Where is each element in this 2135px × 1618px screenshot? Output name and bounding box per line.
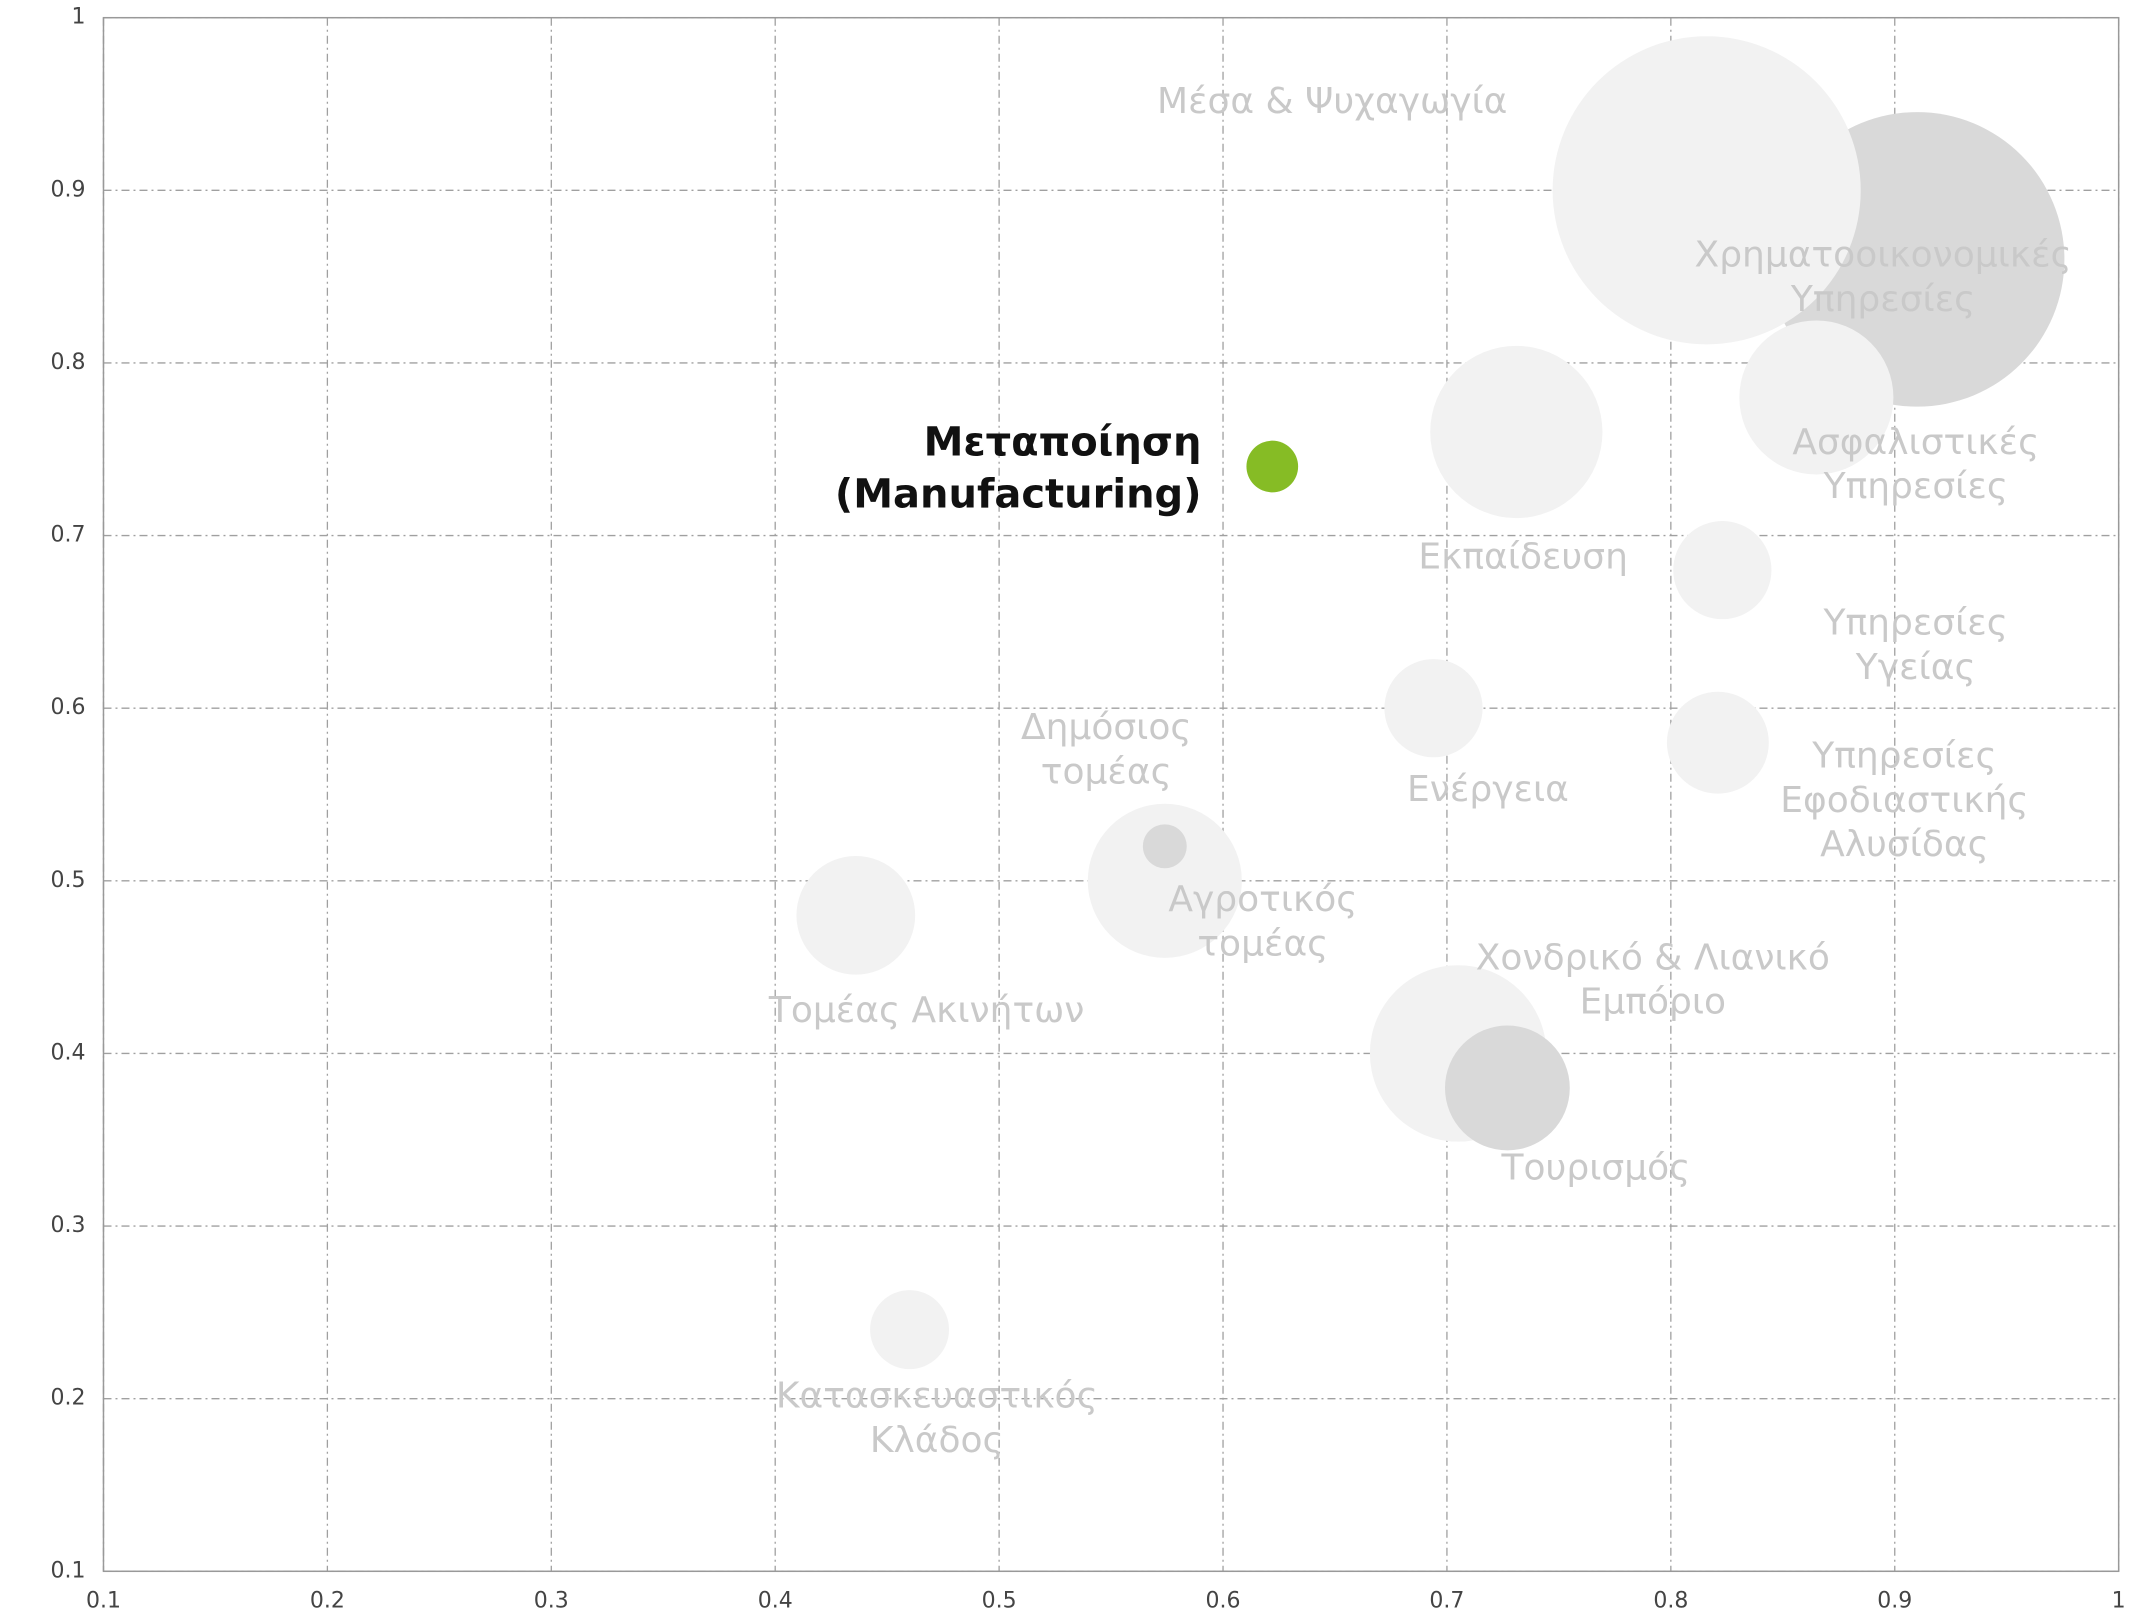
bubble: [1666, 691, 1769, 794]
bubble: [1246, 440, 1299, 493]
label-line: τομέας: [1197, 923, 1328, 964]
bubble-label: Χονδρικό & Λιανικό Εμπόριο: [1476, 937, 1830, 1022]
label-line: Υπηρεσίες: [1823, 466, 2008, 507]
bubble-label: Ενέργεια: [1407, 769, 1569, 810]
y-tick-label: 0.9: [50, 177, 85, 202]
y-tick-label: 0.1: [50, 1558, 85, 1583]
label-line: Μεταποίηση: [924, 420, 1202, 466]
x-tick-label: 0.2: [310, 1588, 345, 1613]
label-line: Υπηρεσίες: [1790, 279, 1975, 320]
plot-frame: [102, 16, 2120, 1573]
label-line: Κλάδος: [870, 1420, 1004, 1461]
y-tick-label: 0.6: [50, 695, 85, 720]
x-tick-label: 1: [2112, 1588, 2126, 1613]
bubble-label: Μέσα & Ψυχαγωγία: [1157, 81, 1507, 122]
y-tick-label: 0.3: [50, 1213, 85, 1238]
bubble: [1384, 659, 1483, 758]
y-tick-label: 0.7: [50, 523, 85, 548]
bubble-label: Υπηρεσίες Εφοδιαστικής Αλυσίδας: [1780, 736, 2028, 866]
x-tick-label: 0.6: [1206, 1588, 1241, 1613]
bubble-label: Δημόσιος τομέας: [1021, 707, 1192, 792]
y-tick-label: 0.5: [50, 868, 85, 893]
label-line: Κατασκευαστικός: [776, 1376, 1098, 1417]
label-line: Ασφαλιστικές: [1792, 422, 2039, 463]
label-line: Αγροτικός: [1168, 879, 1357, 920]
x-tick-label: 0.3: [534, 1588, 569, 1613]
label-line: (Manufacturing): [835, 471, 1202, 517]
bubble-label: Αγροτικός τομέας: [1168, 879, 1357, 964]
bubble-label: Τομέας Ακινήτων: [768, 990, 1085, 1031]
bubble: [1673, 520, 1772, 620]
bubble: [796, 855, 916, 975]
x-tick-label: 0.1: [86, 1588, 121, 1613]
x-tick-label: 0.7: [1429, 1588, 1464, 1613]
label-line: τομέας: [1041, 751, 1172, 792]
label-line: Μέσα & Ψυχαγωγία: [1157, 81, 1507, 122]
label-line: Υγείας: [1855, 647, 1976, 688]
label-line: Εκπαίδευση: [1418, 537, 1628, 578]
x-tick-label: 0.4: [758, 1588, 793, 1613]
x-tick-label: 0.5: [982, 1588, 1017, 1613]
bubble-label: Ασφαλιστικές Υπηρεσίες: [1792, 422, 2039, 507]
bubble: [1552, 36, 1861, 345]
label-line: Τομέας Ακινήτων: [768, 990, 1085, 1031]
bubble-label: Εκπαίδευση: [1418, 537, 1628, 578]
label-line: Δημόσιος: [1021, 707, 1192, 748]
label-line: Χρηματοοικονομικές: [1695, 235, 2072, 276]
x-tick-label: 0.8: [1653, 1588, 1688, 1613]
x-tick-label: 0.9: [1877, 1588, 1912, 1613]
bubble-label: Υπηρεσίες Υγείας: [1822, 603, 2007, 688]
label-line: Εφοδιαστικής: [1780, 780, 2028, 821]
y-tick-label: 1: [71, 5, 85, 30]
y-tick-label: 0.2: [50, 1386, 85, 1411]
bubble: [1142, 824, 1187, 869]
bubble-label: Μεταποίηση (Manufacturing): [835, 420, 1202, 518]
label-line: Τουρισμός: [1501, 1148, 1691, 1189]
y-tick-label: 0.8: [50, 350, 85, 375]
label-line: Αλυσίδας: [1820, 824, 1989, 865]
label-line: Υπηρεσίες: [1811, 736, 1996, 777]
label-line: Χονδρικό & Λιανικό: [1476, 937, 1830, 978]
bubble: [1087, 803, 1242, 958]
bubble-label: Χρηματοοικονομικές Υπηρεσίες: [1695, 235, 2072, 320]
bubble: [1430, 345, 1603, 519]
y-tick-label: 0.4: [50, 1040, 85, 1065]
bubble-label: Κατασκευαστικός Κλάδος: [776, 1376, 1098, 1461]
bubble: [870, 1290, 950, 1370]
label-line: Υπηρεσίες: [1822, 603, 2007, 644]
label-line: Ενέργεια: [1407, 769, 1569, 810]
bubble-label: Τουρισμός: [1501, 1148, 1691, 1189]
bubble: [1739, 320, 1894, 475]
bubble: [1444, 1025, 1570, 1151]
label-line: Εμπόριο: [1580, 982, 1726, 1023]
